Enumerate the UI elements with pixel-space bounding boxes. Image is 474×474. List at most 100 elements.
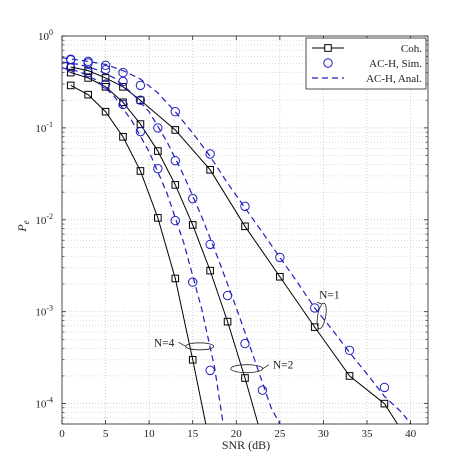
data-point-square — [171, 126, 180, 134]
annotation-ellipse — [316, 302, 327, 330]
annotation-n4: N=4 — [154, 337, 215, 351]
x-tick-label: 40 — [405, 428, 417, 440]
y-tick-label: 10-4 — [35, 396, 53, 411]
data-point-circle — [170, 155, 180, 166]
series-N1-anal — [62, 57, 412, 424]
y-tick-base: 10 — [38, 31, 50, 43]
data-point-square — [188, 221, 197, 229]
y-tick-exponent: -1 — [46, 120, 53, 129]
annotation-leader — [178, 341, 186, 347]
y-tick-base: 10 — [35, 399, 47, 411]
series-N4-sim — [66, 63, 215, 376]
data-point-circle — [83, 67, 93, 78]
data-point-circle — [240, 338, 250, 349]
data-point-square — [84, 90, 92, 99]
y-tick-label: 10-3 — [35, 304, 53, 319]
x-tick-label: 10 — [144, 428, 156, 440]
annotation-leader — [316, 301, 322, 305]
data-point-circle — [83, 58, 93, 68]
series-N4-coherent — [66, 81, 207, 424]
data-point-square — [154, 147, 162, 155]
x-tick-label: 20 — [231, 428, 243, 440]
series-N4-anal — [62, 67, 224, 424]
data-point-square — [171, 181, 180, 189]
data-point-square — [241, 222, 249, 231]
plot-frame — [61, 35, 429, 425]
data-point-circle — [240, 201, 250, 212]
y-tick-exponent: -2 — [46, 212, 53, 221]
data-point-square — [206, 166, 214, 174]
legend-marker-square — [324, 44, 332, 52]
x-axis-label: SNR (dB) — [222, 438, 270, 452]
data-point-circle — [153, 163, 163, 174]
data-point-circle — [379, 382, 390, 393]
x-tick-label: 35 — [362, 428, 374, 440]
data-point-square — [101, 107, 110, 116]
legend-entry: Coh. — [312, 43, 422, 55]
y-tick-exponent: -3 — [46, 304, 53, 313]
data-point-circle — [153, 123, 163, 133]
y-tick-base: 10 — [35, 307, 47, 319]
annotation-n2: N=2 — [230, 360, 294, 374]
data-point-square — [241, 374, 249, 382]
y-axis-label-sub: e — [21, 220, 31, 224]
annotations: N=1 N=2 N=4 — [154, 289, 340, 374]
data-point-square — [380, 399, 389, 408]
legend-entry: AC-H, Anal. — [312, 73, 422, 85]
data-point-square — [66, 68, 75, 77]
data-point-circle — [205, 149, 215, 159]
legend-label: AC-H, Sim. — [369, 58, 422, 70]
grid — [61, 35, 428, 425]
series-line — [70, 84, 207, 424]
data-point-square — [223, 317, 232, 326]
series-line — [70, 66, 398, 424]
data-point-circle — [135, 126, 146, 137]
data-point-square — [345, 372, 354, 380]
series-line — [62, 61, 281, 424]
y-tick-base: 10 — [35, 123, 47, 135]
data-point-circle — [188, 193, 198, 204]
annotation-label: N=2 — [273, 360, 294, 372]
x-tick-label: 5 — [103, 428, 109, 440]
data-point-square — [136, 167, 145, 175]
data-point-square — [119, 133, 127, 141]
data-point-circle — [135, 95, 146, 105]
x-tick-label: 30 — [318, 428, 330, 440]
data-point-circle — [118, 67, 128, 78]
y-tick-label: 10-2 — [35, 212, 53, 227]
data-point-square — [276, 272, 284, 281]
legend: Coh. AC-H, Sim. AC-H, Anal. — [305, 37, 427, 90]
y-axis-label: Pe — [15, 220, 31, 232]
data-point-circle — [118, 99, 128, 110]
data-point-square — [154, 214, 162, 222]
x-tick-label: 0 — [59, 428, 65, 440]
data-point-circle — [275, 252, 285, 263]
data-point-circle — [135, 80, 146, 91]
data-point-circle — [100, 60, 111, 70]
annotation-label: N=1 — [319, 289, 340, 301]
data-point-circle — [257, 385, 268, 395]
y-tick-exponent: 0 — [49, 28, 53, 37]
data-point-square — [188, 355, 197, 364]
data-point-circle — [344, 345, 355, 356]
x-tick-label: 25 — [274, 428, 286, 440]
data-point-circle — [205, 365, 215, 376]
y-tick-label: 10-1 — [35, 120, 53, 135]
data-point-square — [171, 274, 180, 283]
y-axis-label-main: P — [15, 224, 29, 233]
data-point-circle — [205, 239, 215, 250]
annotation-n1: N=1 — [316, 289, 340, 330]
data-point-square — [136, 96, 145, 105]
legend-label: AC-H, Anal. — [366, 73, 422, 85]
series-layer — [62, 54, 412, 424]
annotation-label: N=4 — [154, 337, 175, 349]
y-tick-exponent: -4 — [46, 396, 53, 405]
data-point-square — [206, 266, 214, 275]
data-point-square — [66, 81, 75, 90]
y-tick-label: 100 — [38, 28, 53, 43]
data-point-circle — [170, 215, 180, 226]
legend-entry: AC-H, Sim. — [323, 58, 422, 70]
series-N2-anal — [62, 61, 281, 424]
